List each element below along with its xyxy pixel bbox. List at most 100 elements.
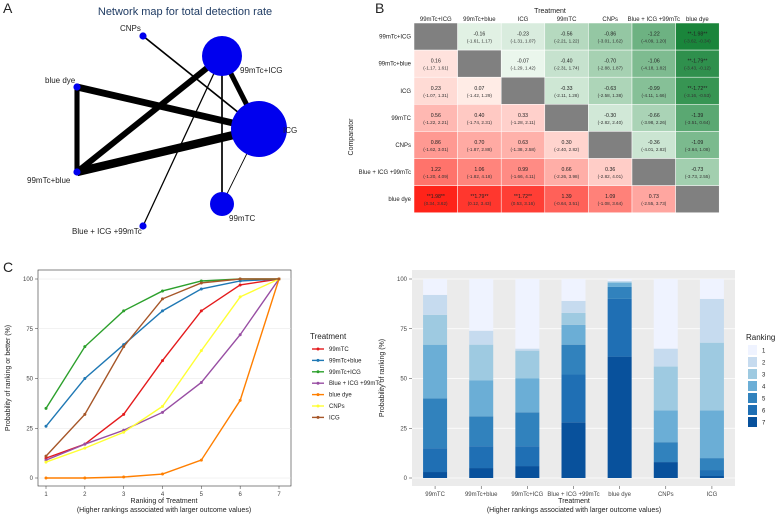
heatmap-cell-ci: (-2.55, 3.73) — [641, 201, 666, 206]
bar-segment-rank-6-blue-icg-99mtc — [561, 374, 586, 423]
network-title: Network map for total detection rate — [98, 6, 272, 18]
line-point-blue-icg-99mtc — [238, 333, 242, 337]
heatmap-cell-estimate: 0.23 — [431, 86, 441, 92]
line-legend-label: Blue + ICG +99mTc — [329, 381, 381, 387]
bar-segment-rank-3-icg — [699, 342, 724, 411]
bar-segment-rank-6-99mtc-icg — [515, 446, 540, 467]
line-legend-label: 99mTC — [329, 347, 349, 353]
heatmap-cell-ci: (-4.09, 1.20) — [641, 39, 666, 44]
bar-legend-label: 3 — [762, 373, 766, 379]
line-y-tick-label: 100 — [23, 277, 34, 283]
bar-legend-label: 7 — [762, 421, 766, 427]
line-point-99mtc-icg — [161, 289, 164, 293]
bar-segment-rank-5-99mtc — [423, 398, 448, 449]
network-node-cnps — [139, 32, 147, 40]
heatmap-cell — [500, 158, 546, 186]
heatmap-cell — [544, 131, 589, 159]
heatmap-row-label: CNPs — [395, 143, 411, 149]
network-node-99mtc — [210, 192, 234, 216]
heatmap-cell-estimate: -0.56 — [561, 32, 573, 38]
bar-legend-label: 4 — [762, 385, 766, 391]
line-x-tick-label: 7 — [277, 492, 281, 498]
line-y-tick-label: 25 — [26, 426, 33, 432]
heatmap-cell-ci: (-3.64, 1.08) — [685, 147, 710, 152]
bar-x-subtitle: (Higher rankings associated with larger … — [487, 507, 661, 514]
heatmap-col-label: ICG — [518, 17, 529, 23]
bar-segment-rank-2-99mtc-icg — [515, 348, 540, 351]
heatmap-cell — [544, 185, 589, 213]
heatmap-cell-ci: (-2.11, 1.28) — [554, 93, 579, 98]
line-point-cnps — [238, 295, 242, 299]
network-edge-99mtc_blue-icg — [76, 124, 260, 177]
heatmap-cell — [544, 76, 589, 105]
heatmap-cell — [457, 104, 502, 132]
bar-x-tick-label: CNPs — [658, 492, 674, 498]
heatmap-cell-ci: (-3.51, 0.64) — [685, 120, 710, 125]
heatmap-cell-estimate: 0.66 — [562, 167, 572, 173]
bar-y-title: Probability of ranking (%) — [379, 339, 386, 417]
bar-segment-rank-7-blue-icg-99mtc — [561, 422, 586, 478]
heatmap-cell-ci: (-1.61, 1.17) — [467, 39, 492, 44]
bar-segment-rank-5-99mtc-blue — [469, 416, 494, 447]
bar-segment-rank-6-icg — [699, 470, 724, 477]
heatmap-col-label: 99mTC — [557, 17, 577, 23]
line-point-99mtc — [122, 412, 126, 416]
panel-label-a: A — [3, 0, 13, 16]
panel-label-b: B — [375, 0, 384, 16]
line-point-icg — [277, 277, 281, 281]
line-point-blue-dye — [238, 398, 242, 402]
bar-segment-rank-4-icg — [699, 410, 724, 459]
heatmap-cell-ci: (-2.58, 1.38) — [598, 93, 623, 98]
heatmap-cell-ci: (-2.21, 1.22) — [554, 39, 579, 44]
heatmap-cell-ci: (-1.28, 2.11) — [511, 120, 536, 125]
network-node-label: CNPs — [120, 24, 141, 33]
heatmap-cell-ci: (0.34, 3.62) — [424, 201, 448, 206]
line-point-blue-icg-99mtc — [83, 442, 87, 446]
bar-segment-rank-2-99mtc — [423, 294, 448, 315]
heatmap-row-label: 99mTC — [391, 116, 411, 122]
heatmap-cell-ci: (-3.16, -0.53) — [684, 93, 711, 98]
bar-y-tick-label: 75 — [400, 327, 407, 333]
line-y-tick-label: 75 — [26, 327, 33, 333]
heatmap-cell-ci: (-3.73, 2.55) — [685, 174, 710, 179]
heatmap-cell-estimate: -1.06 — [648, 59, 660, 65]
heatmap-cell-estimate: 0.33 — [518, 113, 528, 119]
heatmap-cell — [413, 185, 458, 213]
heatmap-cell-estimate: 1.39 — [562, 194, 572, 200]
heatmap-cell — [588, 76, 633, 105]
bar-legend-swatch — [748, 369, 757, 379]
heatmap-cell-estimate: 0.56 — [431, 113, 441, 119]
line-point-99mtc-blue — [44, 424, 48, 428]
panel-label-c: C — [3, 259, 13, 275]
network-node-label: 99mTC — [229, 214, 255, 223]
line-point-blue-dye — [83, 476, 87, 480]
line-point-icg — [83, 412, 87, 416]
bar-segment-rank-3-blue-icg-99mtc — [561, 312, 586, 325]
bar-segment-rank-5-icg — [699, 458, 724, 471]
line-x-tick-label: 6 — [238, 492, 242, 498]
heatmap-diagonal-cell — [544, 104, 589, 132]
bar-legend-swatch — [748, 381, 757, 391]
heatmap-cell — [413, 104, 458, 132]
bar-x-tick-label: 99mTC — [425, 492, 445, 498]
heatmap-cell-estimate: **1.79** — [470, 194, 488, 200]
line-point-blue-icg-99mtc — [161, 410, 164, 414]
heatmap-row-label: ICG — [400, 89, 411, 95]
heatmap-diagonal-cell — [457, 49, 502, 78]
bar-segment-rank-5-99mtc-icg — [515, 412, 540, 447]
heatmap-cell-estimate: 0.36 — [605, 167, 615, 173]
heatmap-cell-ci: (-1.20, 4.09) — [423, 174, 448, 179]
heatmap-cell-estimate: 0.99 — [518, 167, 528, 173]
bar-segment-rank-1-99mtc-icg — [515, 279, 540, 349]
bar-y-tick-label: 25 — [400, 426, 407, 432]
heatmap-cell — [457, 158, 502, 186]
bar-legend-label: 2 — [762, 361, 766, 367]
bar-segment-rank-1-99mtc — [423, 279, 448, 295]
heatmap-x-title: Treatment — [534, 8, 566, 15]
heatmap-cell-estimate: 1.06 — [474, 167, 484, 173]
bar-legend-swatch — [748, 345, 757, 355]
heatmap-cell-ci: (-1.17, 1.61) — [423, 66, 448, 71]
heatmap-col-label: Blue + ICG +99mTc — [628, 17, 680, 23]
bar-segment-rank-3-blue-dye — [607, 281, 632, 283]
line-x-title: Ranking of Treatment — [131, 498, 198, 505]
